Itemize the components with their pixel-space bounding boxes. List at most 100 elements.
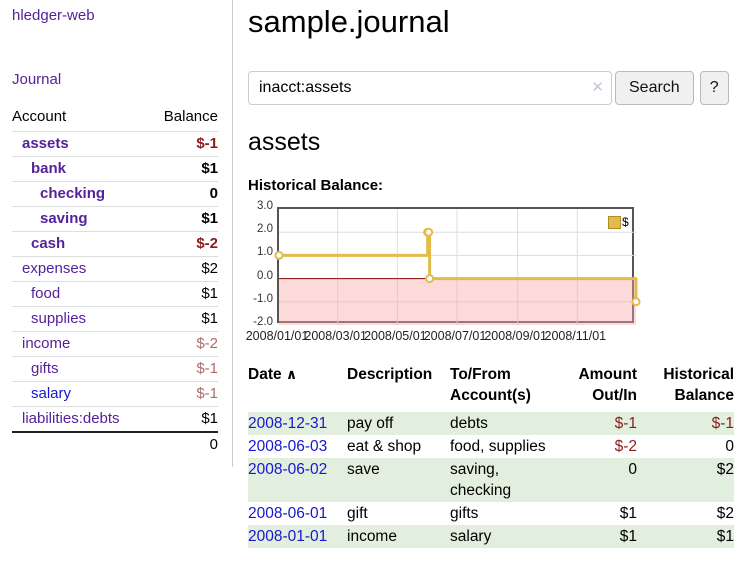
transaction-description: income (347, 525, 450, 548)
sidebar: hledger-web Journal Account Balance asse… (0, 0, 233, 467)
account-balance: $-2 (148, 331, 218, 357)
register-row: 2008-06-01 gift gifts $1 $2 (248, 502, 734, 525)
transaction-balance: $2 (716, 505, 734, 522)
main-content: sample.journal ✕ Search ? assets Histori… (245, 0, 738, 548)
transaction-accounts: debts (450, 412, 562, 435)
transaction-accounts: food, supplies (450, 438, 546, 455)
transaction-description: eat & shop (347, 438, 422, 455)
x-axis-tick-label: 2008/01/01 (245, 329, 309, 343)
transaction-accounts: gifts (450, 505, 479, 522)
account-row-bank: bank $1 (12, 156, 218, 182)
register-table: Date ∧ Description To/From Account(s) Am… (248, 363, 734, 548)
transaction-date-link[interactable]: 2008-06-03 (248, 438, 328, 455)
register-row: 2008-06-03 eat & shop food, supplies $-2… (248, 435, 734, 458)
search-button[interactable]: Search (615, 71, 694, 105)
transaction-description: gift (347, 505, 368, 522)
account-link-liabilities-debts[interactable]: liabilities:debts (22, 410, 120, 427)
transaction-balance: $2 (637, 458, 734, 502)
register-header-balance: Historical Balance (663, 366, 734, 404)
account-row-food: food $1 (12, 281, 218, 307)
transaction-amount: $1 (619, 505, 637, 522)
account-balance: $-2 (148, 231, 218, 257)
y-axis-tick-label: 1.0 (257, 246, 273, 259)
account-link-saving[interactable]: saving (40, 210, 88, 227)
help-button[interactable]: ? (699, 71, 729, 105)
accounts-total-row: 0 (12, 431, 218, 457)
account-link-food[interactable]: food (31, 285, 61, 302)
sort-asc-icon: ∧ (285, 366, 298, 382)
register-header-tofrom: To/From Account(s) (450, 366, 531, 404)
account-balance: $-1 (148, 131, 218, 157)
account-link-expenses[interactable]: expenses (22, 260, 87, 277)
transaction-amount: $1 (562, 525, 637, 548)
account-balance: $1 (148, 206, 218, 232)
transaction-balance: $1 (637, 525, 734, 548)
account-balance: $1 (148, 406, 218, 432)
x-axis-tick-label: 2008/03/01 (304, 329, 367, 343)
brand-link[interactable]: hledger-web (12, 7, 95, 24)
register-header-description: Description (347, 366, 433, 383)
account-link-gifts[interactable]: gifts (31, 360, 59, 377)
transaction-accounts: saving, checking (450, 458, 562, 502)
clear-search-icon[interactable]: ✕ (591, 79, 604, 96)
transaction-amount: $-2 (614, 438, 637, 455)
account-row-salary: salary $-1 (12, 381, 218, 407)
y-axis-tick-label: 3.0 (257, 200, 273, 212)
transaction-balance: 0 (725, 438, 734, 455)
x-axis-tick-label: 2008/11/01 (544, 329, 607, 343)
transaction-date-link[interactable]: 2008-01-01 (248, 528, 328, 545)
account-link-checking[interactable]: checking (40, 185, 106, 202)
x-axis-tick-label: 2008/05/01 (364, 329, 427, 343)
account-balance: $2 (148, 256, 218, 282)
x-axis-tick-label: 2008/07/01 (423, 329, 487, 343)
transaction-date-link[interactable]: 2008-12-31 (248, 415, 328, 432)
account-row-expenses: expenses $2 (12, 256, 218, 282)
y-axis-tick-label: 0.0 (257, 269, 273, 282)
chart-legend: $ (608, 215, 629, 229)
account-link-income[interactable]: income (22, 335, 71, 352)
account-balance: $1 (148, 156, 218, 182)
register-row: 2008-12-31 pay off debts $-1 $-1 (248, 412, 734, 435)
x-axis-tick-label: 2008/09/01 (484, 329, 547, 343)
transaction-description: save (347, 458, 450, 502)
legend-swatch-icon (608, 215, 621, 229)
legend-series-label: $ (622, 215, 629, 229)
transaction-accounts: salary (450, 525, 562, 548)
transaction-date-link[interactable]: 2008-06-02 (248, 461, 328, 478)
search-input[interactable] (248, 71, 612, 105)
balance-chart: $ 3.0 2.0 1.0 0.0 -1.0 -2.0 2008/01/01 2008/03/… (245, 200, 738, 344)
register-row: 2008-06-02 save saving, checking 0 $2 (248, 458, 734, 502)
transaction-date-link[interactable]: 2008-06-01 (248, 505, 328, 522)
account-row-cash: cash $-2 (12, 231, 218, 257)
account-row-liabilities-debts: liabilities:debts $1 (12, 406, 218, 432)
transaction-amount: 0 (562, 458, 637, 502)
account-row-supplies: supplies $1 (12, 306, 218, 332)
register-header-date[interactable]: Date ∧ (248, 366, 298, 383)
account-balance: $-1 (148, 356, 218, 382)
account-row-checking: checking 0 (12, 181, 218, 207)
transaction-balance: $-1 (637, 412, 734, 435)
chart-plot-area (274, 207, 641, 325)
search-row: ✕ Search ? (248, 71, 738, 105)
accounts-header-account: Account (12, 108, 67, 125)
account-link-supplies[interactable]: supplies (31, 310, 87, 327)
account-row-saving: saving $1 (12, 206, 218, 232)
account-row-income: income $-2 (12, 331, 218, 357)
account-link-bank[interactable]: bank (31, 160, 67, 177)
account-balance: $-1 (148, 381, 218, 407)
y-axis-tick-label: -1.0 (253, 292, 273, 305)
accounts-table: Account Balance assets $-1 bank $1 check… (12, 104, 218, 457)
y-axis-tick-label: 2.0 (257, 223, 273, 236)
transaction-description: pay off (347, 412, 450, 435)
chart-label: Historical Balance: (248, 177, 384, 194)
account-link-cash[interactable]: cash (31, 235, 66, 252)
search-box: ✕ (248, 71, 612, 105)
account-link-salary[interactable]: salary (31, 385, 72, 402)
account-link-assets[interactable]: assets (22, 135, 69, 152)
account-row-gifts: gifts $-1 (12, 356, 218, 382)
accounts-total-value: 0 (148, 431, 218, 457)
y-axis-tick-label: -2.0 (253, 316, 273, 328)
accounts-header-balance: Balance (163, 108, 218, 125)
account-row-assets: assets $-1 (12, 131, 218, 157)
nav-journal-link[interactable]: Journal (12, 71, 62, 88)
